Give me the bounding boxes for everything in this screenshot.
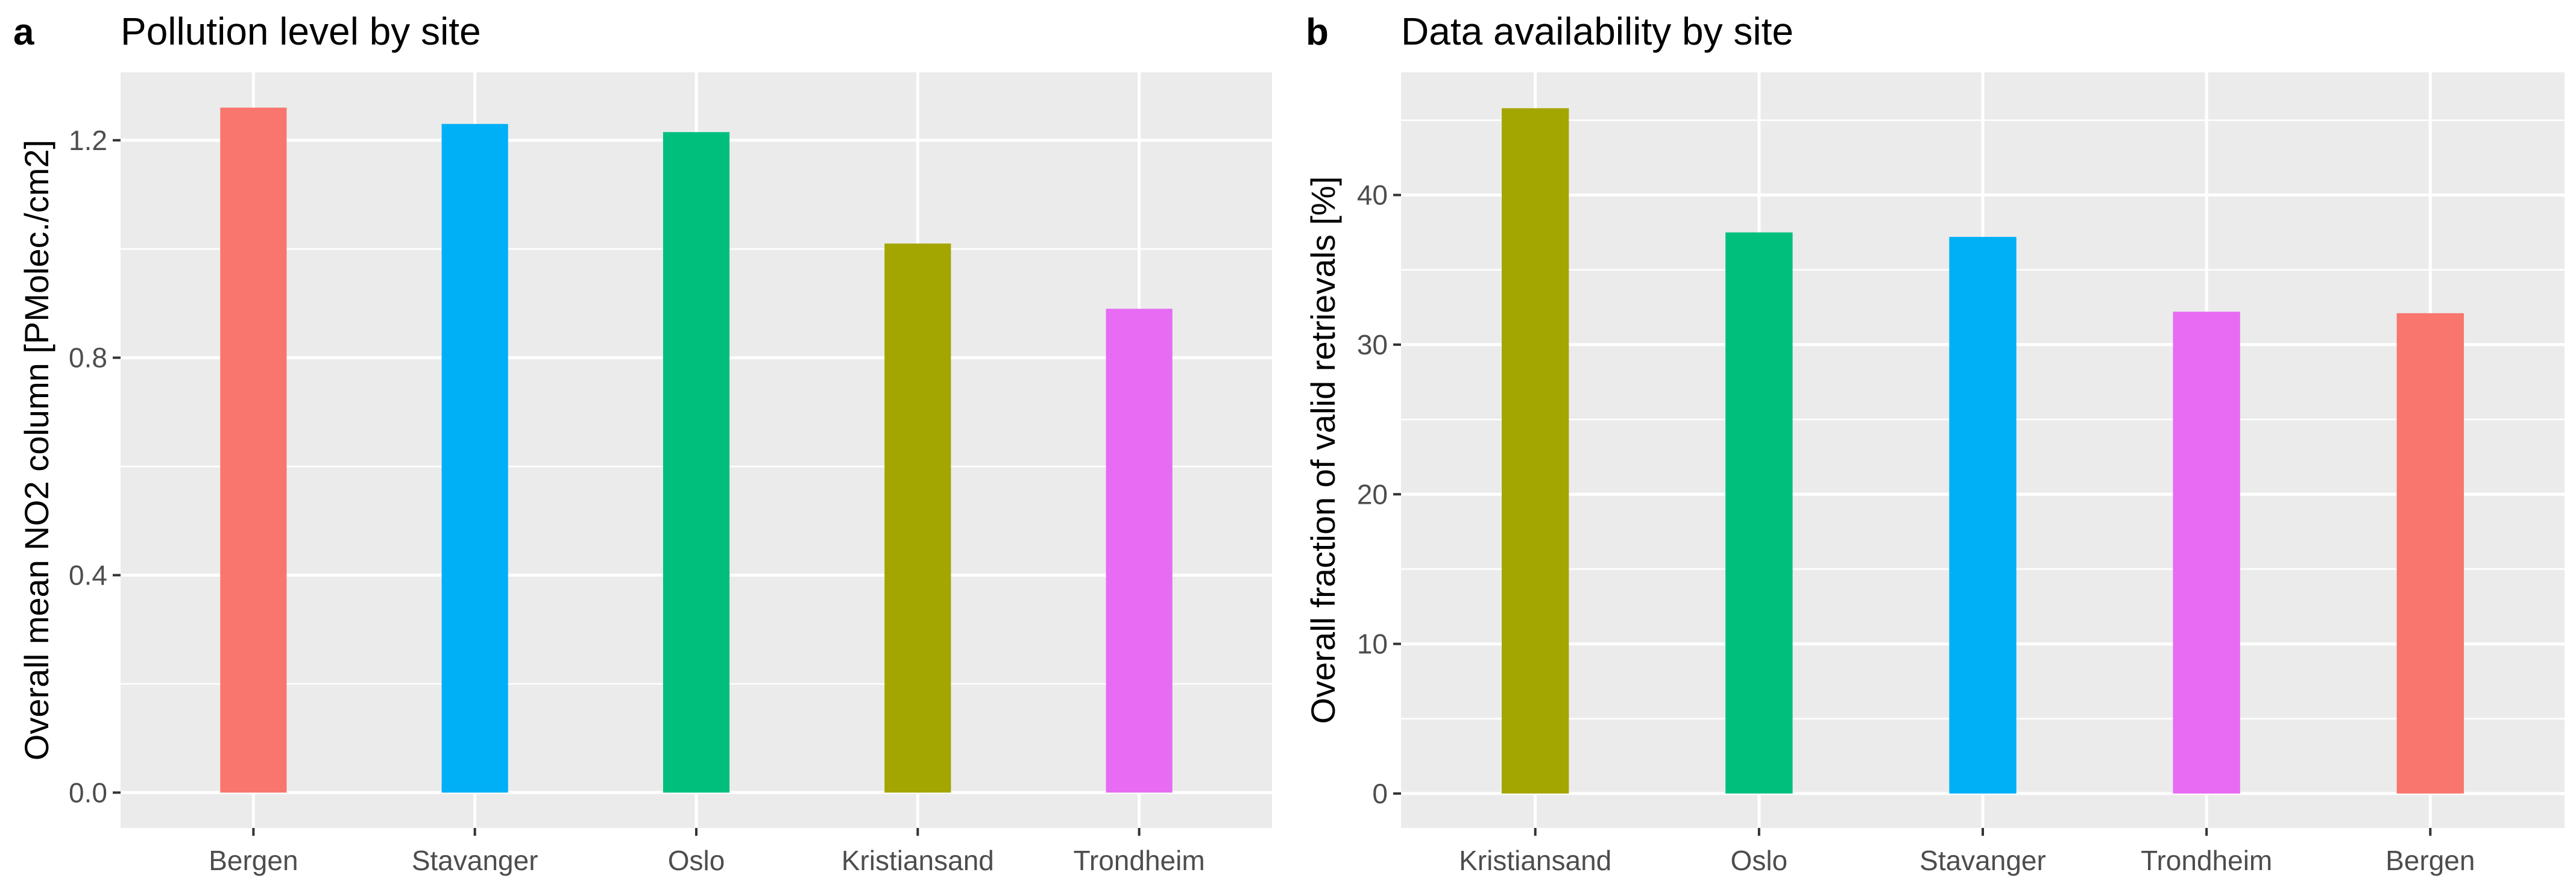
- panel-b-bars: [1502, 108, 2464, 794]
- panel-a: a Pollution level by site 0.0 0.4 0.8 1.2 B…: [13, 10, 1272, 876]
- panel-a-x-tick-label: Oslo: [668, 845, 725, 876]
- panel-b-x-tick-label: Oslo: [1731, 845, 1788, 876]
- panel-a-bar-kristiansand: [884, 243, 951, 793]
- panel-b-y-tick-label: 40: [1357, 180, 1388, 211]
- panel-a-y-axis-title: Overall mean NO2 column [PMolec./cm2]: [17, 140, 55, 760]
- panel-b: b Data availability by site 0 10 20 30 40 Kr…: [1304, 10, 2565, 876]
- panel-a-y-ticks: 0.0 0.4 0.8 1.2: [69, 125, 121, 808]
- panel-a-bars: [220, 107, 1173, 793]
- panel-b-bar-bergen: [2396, 313, 2464, 794]
- panel-b-x-tick-label: Stavanger: [1919, 845, 2046, 876]
- panel-b-bar-trondheim: [2173, 312, 2240, 794]
- panel-b-x-ticks: Kristiansand Oslo Stavanger Trondheim Bergen: [1459, 828, 2475, 876]
- panel-a-x-tick-label: Bergen: [209, 845, 298, 876]
- panel-a-y-tick-label: 0.4: [69, 559, 107, 591]
- panel-a-bar-bergen: [220, 107, 287, 793]
- panel-a-title: Pollution level by site: [121, 10, 481, 53]
- panel-b-bar-stavanger: [1949, 237, 2017, 794]
- panel-a-y-tick-label: 1.2: [69, 125, 107, 156]
- panel-b-bar-kristiansand: [1502, 108, 1569, 794]
- panel-b-title: Data availability by site: [1401, 10, 1793, 53]
- panel-b-x-tick-label: Kristiansand: [1459, 845, 1611, 876]
- panel-a-y-tick-label: 0.8: [69, 342, 107, 374]
- panel-b-y-ticks: 0 10 20 30 40: [1357, 180, 1401, 809]
- panel-b-x-tick-label: Trondheim: [2141, 845, 2272, 876]
- panel-a-x-tick-label: Kristiansand: [842, 845, 994, 876]
- panel-b-y-axis-title: Overall fraction of valid retrievals [%]: [1304, 177, 1342, 724]
- panel-b-y-tick-label: 10: [1357, 628, 1388, 660]
- panel-a-bar-oslo: [663, 132, 730, 793]
- panel-a-y-tick-label: 0.0: [69, 777, 107, 808]
- panel-a-bar-stavanger: [441, 124, 508, 793]
- panel-a-x-tick-label: Trondheim: [1074, 845, 1205, 876]
- panel-b-y-tick-label: 30: [1357, 329, 1388, 360]
- panel-b-y-tick-label: 20: [1357, 478, 1388, 510]
- panel-a-x-ticks: Bergen Stavanger Oslo Kristiansand Trondheim: [209, 828, 1205, 876]
- panel-b-x-tick-label: Bergen: [2385, 845, 2475, 876]
- panel-b-bar-oslo: [1725, 232, 1793, 794]
- panel-a-letter: a: [13, 11, 34, 53]
- panel-b-letter: b: [1306, 11, 1329, 53]
- panel-b-y-tick-label: 0: [1372, 778, 1388, 809]
- panel-a-x-tick-label: Stavanger: [412, 845, 538, 876]
- panel-a-bar-trondheim: [1106, 309, 1173, 793]
